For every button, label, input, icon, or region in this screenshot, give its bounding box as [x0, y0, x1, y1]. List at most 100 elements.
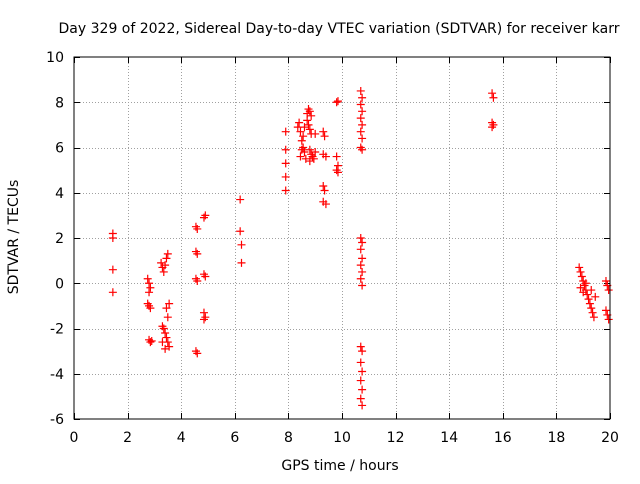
data-point	[145, 279, 154, 288]
x-tick-label: 4	[177, 430, 186, 446]
data-point	[162, 254, 171, 263]
data-point	[601, 306, 610, 315]
data-point	[147, 336, 156, 345]
data-point	[199, 308, 208, 317]
data-point	[311, 129, 320, 138]
data-point	[319, 181, 328, 190]
data-point	[589, 313, 598, 322]
data-point	[108, 288, 117, 297]
data-point	[201, 272, 210, 281]
data-point	[237, 258, 246, 267]
data-point	[296, 152, 305, 161]
data-point	[588, 308, 597, 317]
data-point	[319, 127, 328, 136]
data-point	[320, 186, 329, 195]
data-point	[488, 89, 497, 98]
data-point	[356, 342, 365, 351]
data-point	[163, 249, 172, 258]
data-point	[300, 123, 309, 132]
y-tick-label: 8	[55, 95, 64, 111]
data-point	[321, 200, 330, 209]
data-point	[165, 342, 174, 351]
y-tick-label: 4	[55, 186, 64, 202]
data-point	[358, 120, 367, 129]
data-point	[576, 267, 585, 276]
data-point	[311, 148, 320, 157]
data-point	[604, 315, 613, 324]
data-point	[108, 265, 117, 274]
data-point	[201, 211, 210, 220]
data-point	[304, 120, 313, 129]
data-point	[601, 276, 610, 285]
data-point	[281, 159, 290, 168]
data-point	[146, 338, 155, 347]
y-tick-label: 2	[55, 231, 64, 247]
data-point	[193, 276, 202, 285]
data-point	[309, 154, 318, 163]
data-point	[305, 157, 314, 166]
data-point	[358, 347, 367, 356]
data-point	[305, 107, 314, 116]
data-point	[333, 161, 342, 170]
data-point	[297, 136, 306, 145]
chart-title: Day 329 of 2022, Sidereal Day-to-day VTE…	[59, 21, 620, 37]
data-point	[193, 224, 202, 233]
data-point	[157, 258, 166, 267]
data-point	[356, 358, 365, 367]
x-tick-label: 20	[601, 430, 619, 446]
data-point	[162, 304, 171, 313]
data-point	[358, 367, 367, 376]
data-point	[193, 349, 202, 358]
data-point	[305, 145, 314, 154]
data-point	[356, 274, 365, 283]
grid	[74, 57, 610, 419]
data-point	[333, 97, 342, 106]
data-point	[296, 127, 305, 136]
data-point	[584, 295, 593, 304]
data-point	[320, 132, 329, 141]
y-tick-label: -6	[50, 412, 64, 428]
data-point	[158, 338, 167, 347]
data-point	[159, 267, 168, 276]
data-point	[237, 240, 246, 249]
data-point	[193, 249, 202, 258]
y-tick-label: 0	[55, 276, 64, 292]
x-tick-label: 14	[440, 430, 458, 446]
data-point	[161, 344, 170, 353]
data-point	[293, 123, 302, 132]
ticks: 0 2 4 6 8 10 12 14 16 18 20 -6 -4 -2 0 2 4 6 8 10	[46, 50, 619, 446]
data-point	[281, 172, 290, 181]
data-point	[143, 274, 152, 283]
data-point	[581, 279, 590, 288]
data-point	[145, 288, 154, 297]
x-tick-label: 8	[284, 430, 293, 446]
x-tick-label: 6	[230, 430, 239, 446]
data-point	[333, 168, 342, 177]
data-point	[307, 111, 316, 120]
data-point	[579, 288, 588, 297]
x-tick-label: 16	[494, 430, 512, 446]
data-point	[297, 145, 306, 154]
y-tick-label: 6	[55, 141, 64, 157]
data-point	[161, 329, 170, 338]
data-point	[358, 385, 367, 394]
data-point	[281, 127, 290, 136]
data-point	[358, 401, 367, 410]
data-point	[575, 263, 584, 272]
data-point	[358, 238, 367, 247]
data-point	[299, 132, 308, 141]
data-point	[604, 286, 613, 295]
data-point	[583, 290, 592, 299]
data-point	[332, 152, 341, 161]
data-points	[108, 86, 613, 410]
data-point	[301, 154, 310, 163]
data-point	[108, 234, 117, 242]
data-point	[356, 394, 365, 403]
data-point	[303, 116, 312, 125]
data-point	[281, 145, 290, 154]
y-axis-label: SDTVAR / TECUs	[6, 180, 22, 295]
data-point	[356, 234, 365, 242]
data-point	[162, 333, 171, 342]
data-point	[159, 324, 168, 333]
